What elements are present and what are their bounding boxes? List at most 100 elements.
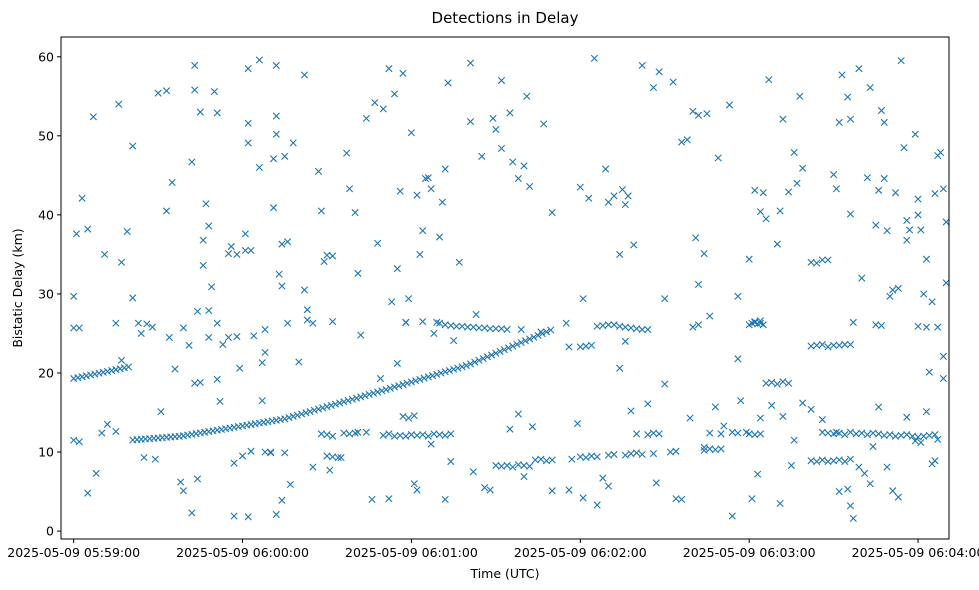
data-point xyxy=(908,432,916,440)
data-point xyxy=(388,298,396,306)
data-point xyxy=(517,325,525,334)
data-point xyxy=(285,414,293,422)
x-tick-label: 2025-05-09 06:02:00 xyxy=(514,545,647,560)
data-point xyxy=(717,430,725,438)
data-point xyxy=(309,463,317,471)
data-point xyxy=(686,414,694,422)
data-point xyxy=(903,236,911,244)
data-point xyxy=(841,431,849,439)
data-point xyxy=(548,456,556,464)
data-point xyxy=(768,401,776,409)
data-point xyxy=(157,408,165,416)
data-point xyxy=(616,322,624,330)
data-point xyxy=(168,178,176,187)
data-point xyxy=(694,111,703,119)
data-point xyxy=(430,430,438,438)
data-point xyxy=(891,189,900,197)
data-point xyxy=(441,321,449,329)
data-point xyxy=(196,378,204,387)
data-point xyxy=(244,65,252,73)
data-point xyxy=(807,258,815,266)
data-point xyxy=(369,389,378,397)
data-point xyxy=(762,215,770,223)
data-point xyxy=(846,428,855,436)
data-point xyxy=(784,379,793,387)
data-point xyxy=(582,342,590,350)
data-point xyxy=(362,114,370,123)
data-point xyxy=(345,185,354,193)
data-point xyxy=(602,165,610,173)
data-point xyxy=(649,84,658,92)
data-point xyxy=(129,142,137,150)
data-point xyxy=(444,79,452,87)
data-point xyxy=(445,366,454,375)
data-point xyxy=(427,185,435,193)
data-point xyxy=(455,258,463,266)
data-point xyxy=(213,375,221,383)
data-point xyxy=(116,365,124,373)
data-point xyxy=(154,89,162,97)
data-point xyxy=(756,430,765,438)
data-point xyxy=(224,333,233,341)
data-point xyxy=(542,457,551,465)
data-point xyxy=(790,436,798,444)
data-point xyxy=(880,118,888,126)
data-point xyxy=(793,179,801,187)
data-point xyxy=(267,448,275,456)
data-point xyxy=(112,427,120,436)
data-point xyxy=(593,501,601,509)
data-point xyxy=(630,241,638,249)
data-point xyxy=(361,392,369,400)
data-point xyxy=(244,119,252,127)
data-point xyxy=(621,323,629,331)
data-point xyxy=(84,489,92,497)
data-point xyxy=(103,367,112,375)
data-point xyxy=(678,138,686,146)
data-point xyxy=(692,234,700,242)
data-point xyxy=(410,480,418,488)
data-point xyxy=(267,449,275,457)
data-point xyxy=(86,371,95,379)
data-point xyxy=(454,364,462,372)
data-point xyxy=(562,319,570,327)
data-point xyxy=(323,403,331,411)
data-point xyxy=(205,222,213,230)
data-point xyxy=(191,379,199,387)
data-point xyxy=(914,211,922,219)
data-point xyxy=(464,323,472,331)
data-point xyxy=(413,431,421,440)
x-tick-label: 2025-05-09 06:00:00 xyxy=(176,545,309,560)
data-point xyxy=(447,457,455,466)
data-point xyxy=(247,447,255,455)
data-point xyxy=(365,390,373,399)
data-point xyxy=(754,470,762,478)
data-point xyxy=(405,295,413,303)
data-point xyxy=(846,115,855,123)
data-point xyxy=(89,113,97,121)
data-point xyxy=(357,331,365,339)
data-point xyxy=(344,396,352,405)
data-point xyxy=(255,56,264,64)
data-point xyxy=(399,69,407,77)
data-point xyxy=(283,238,292,246)
data-point xyxy=(818,428,826,436)
data-point xyxy=(520,461,528,470)
data-point xyxy=(869,442,877,451)
data-point xyxy=(624,192,632,200)
data-point xyxy=(244,513,252,521)
data-point xyxy=(492,461,500,470)
data-point xyxy=(587,452,596,460)
data-point xyxy=(830,341,838,349)
data-point xyxy=(928,298,936,306)
data-point xyxy=(897,57,905,65)
data-point xyxy=(504,344,513,352)
data-point xyxy=(649,429,658,437)
data-point xyxy=(486,486,494,494)
data-point xyxy=(281,449,289,457)
data-point xyxy=(407,431,416,439)
data-point xyxy=(737,397,745,405)
data-point xyxy=(475,356,483,364)
data-point xyxy=(196,108,204,116)
data-point xyxy=(672,447,680,455)
data-point xyxy=(399,412,407,421)
